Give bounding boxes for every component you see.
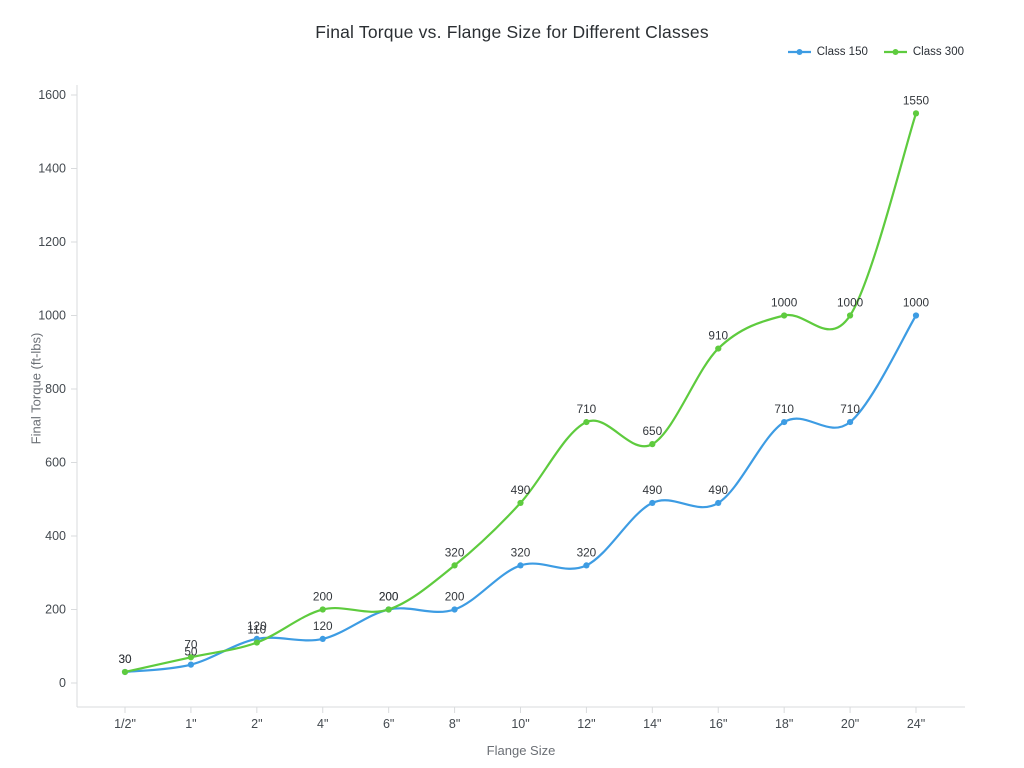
class-300-point [187, 654, 195, 661]
data-label: 70 [184, 637, 198, 651]
y-tick-label: 400 [45, 529, 66, 543]
x-tick-label: 8" [449, 717, 460, 731]
data-label: 110 [247, 623, 266, 637]
legend-marker-class-300 [883, 49, 907, 55]
x-tick-label: 18" [775, 717, 793, 731]
data-label: 710 [840, 402, 860, 416]
class-300-point [385, 606, 392, 613]
class-300-point [583, 418, 590, 426]
data-label: 1550 [903, 93, 930, 107]
x-tick-label: 1/2" [114, 717, 136, 731]
y-tick-label: 1400 [38, 162, 66, 176]
y-tick-label: 0 [59, 676, 66, 690]
class-150-point [649, 499, 656, 507]
legend-label-class-300: Class 300 [912, 46, 964, 58]
class-300-point [319, 606, 326, 613]
class-150-point [187, 661, 195, 668]
data-label: 50 [184, 645, 198, 659]
class-300-point [846, 312, 854, 319]
x-tick-label: 20" [841, 717, 859, 731]
class-150-point [781, 418, 788, 426]
class-150-point [912, 312, 920, 319]
data-label: 710 [577, 402, 597, 416]
data-label: 320 [577, 545, 597, 559]
legend-item-class-150[interactable]: Class 150 [787, 46, 868, 58]
class-300-point [121, 668, 129, 676]
x-tick-label: 2" [251, 717, 262, 731]
y-tick-label: 600 [45, 456, 66, 470]
class-150-point [451, 606, 458, 613]
y-tick-label: 1000 [38, 309, 66, 323]
legend: Class 150 Class 300 [787, 46, 964, 58]
y-tick-label: 1600 [38, 88, 66, 102]
data-label: 200 [379, 590, 399, 604]
data-label: 200 [445, 590, 465, 604]
class-150-point [846, 418, 854, 426]
legend-item-class-300[interactable]: Class 300 [883, 46, 964, 58]
data-label: 650 [642, 424, 662, 438]
x-axis-title: Flange Size [486, 743, 556, 758]
x-tick-label: 10" [511, 717, 529, 731]
y-axis-title: Final Torque (ft-lbs) [28, 332, 44, 445]
x-tick-label: 16" [709, 717, 727, 731]
x-tick-label: 1" [185, 717, 196, 731]
data-label: 30 [118, 652, 132, 666]
x-tick-label: 24" [907, 717, 925, 731]
class-300-point [912, 110, 920, 117]
x-tick-label: 12" [577, 717, 595, 731]
class-300-point [451, 562, 458, 569]
data-label: 320 [511, 545, 531, 559]
data-label: 30 [118, 652, 132, 666]
chart-title: Final Torque vs. Flange Size for Differe… [315, 22, 709, 42]
y-tick-label: 800 [45, 382, 66, 396]
y-tick-label: 1200 [38, 235, 66, 249]
legend-label-class-150: Class 150 [816, 46, 868, 58]
x-tick-label: 4" [317, 717, 328, 731]
class-300-point [715, 345, 722, 352]
class-150-point [715, 499, 722, 507]
y-tick-label: 200 [45, 603, 66, 617]
x-tick-label: 14" [643, 717, 661, 731]
data-label: 1000 [903, 296, 930, 310]
data-label: 120 [247, 619, 267, 633]
class-300-point [517, 499, 524, 507]
data-label: 490 [511, 483, 531, 497]
data-label: 490 [642, 483, 662, 497]
data-label: 910 [708, 329, 728, 343]
class-300-point [781, 312, 788, 319]
class-150-point [319, 635, 326, 643]
data-label: 200 [313, 590, 333, 604]
class-300-line [123, 112, 918, 674]
class-300-point [253, 639, 260, 646]
class-150-point [583, 562, 590, 569]
data-label: 1000 [771, 296, 798, 310]
data-label: 1000 [837, 296, 864, 310]
data-label: 490 [708, 483, 728, 497]
data-label: 200 [379, 590, 399, 604]
x-tick-label: 6" [383, 717, 394, 731]
class-300-point [649, 441, 656, 448]
data-label: 710 [774, 402, 794, 416]
data-label: 120 [313, 619, 333, 633]
data-label: 320 [445, 545, 465, 559]
class-150-line [123, 314, 918, 674]
class-150-point [517, 562, 524, 569]
legend-marker-class-150 [787, 49, 811, 55]
